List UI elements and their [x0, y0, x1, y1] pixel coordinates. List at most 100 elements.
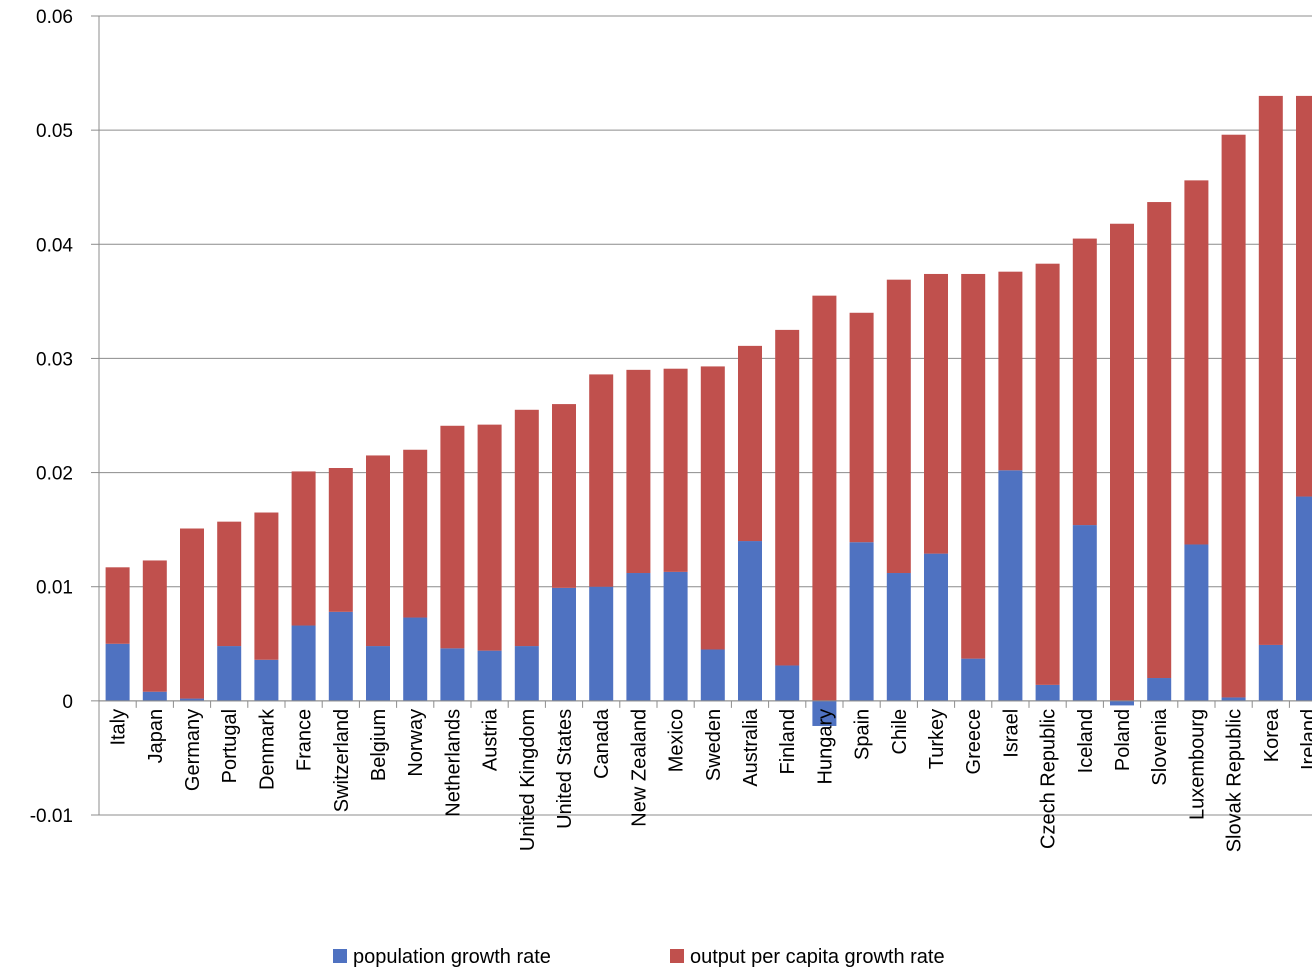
x-tick-label: Czech Republic [1038, 709, 1060, 849]
x-tick-label: Austria [480, 708, 502, 771]
x-tick-label: Poland [1112, 709, 1134, 771]
x-tick-label: Germany [182, 709, 204, 791]
x-tick-label: Israel [1000, 709, 1022, 758]
bar-output-per-capita [1072, 238, 1097, 526]
x-tick-label: Canada [591, 708, 613, 779]
bar-output-per-capita [142, 560, 167, 692]
x-tick-label: Spain [852, 709, 874, 760]
bar-population [105, 643, 130, 701]
bar-population [1110, 700, 1134, 706]
x-tick-label: Finland [777, 709, 799, 775]
bar-output-per-capita [700, 366, 725, 650]
x-tick-label: Belgium [368, 709, 390, 781]
bar-output-per-capita [812, 295, 837, 701]
x-tick-label: Turkey [926, 709, 948, 769]
bar-population [663, 571, 688, 701]
bar-output-per-capita [403, 449, 428, 618]
y-axis-tick-labels: -0.01 0 0.01 0.02 0.03 0.04 0.05 0.06 [30, 7, 74, 827]
bar-output-per-capita [961, 273, 986, 659]
x-tick-label: Netherlands [442, 709, 464, 817]
y-tick-label: 0 [62, 692, 73, 713]
bar-population [291, 625, 316, 701]
bar-population [180, 698, 204, 701]
bar-population [217, 646, 242, 701]
legend-swatch-population [333, 949, 347, 963]
x-tick-label: United States [554, 709, 576, 829]
y-tick-label: 0.03 [36, 349, 73, 370]
x-tick-label: Sweden [703, 709, 725, 781]
x-tick-label: Chile [889, 709, 911, 755]
bar-population [812, 700, 837, 726]
bar-output-per-capita [626, 369, 651, 574]
legend: population growth rate output per capita… [333, 946, 945, 968]
bar-output-per-capita [998, 271, 1023, 471]
y-tick-label: -0.01 [30, 806, 73, 827]
bar-population [924, 553, 948, 701]
x-tick-label: Italy [108, 709, 130, 746]
bar-output-per-capita [1221, 134, 1246, 698]
bar-output-per-capita [886, 279, 911, 574]
x-tick-label: Japan [145, 709, 167, 764]
bar-population [254, 659, 279, 701]
bar-population [514, 646, 539, 701]
bars [105, 95, 1312, 726]
x-tick-label: Slovak Republic [1224, 709, 1246, 852]
bar-population [589, 586, 614, 701]
axes [98, 16, 1312, 815]
x-tick-label: Slovenia [1149, 708, 1171, 786]
x-tick-label: Switzerland [331, 709, 353, 812]
bar-population [998, 470, 1023, 701]
legend-label-population: population growth rate [353, 946, 551, 968]
bar-output-per-capita [924, 273, 948, 554]
bar-output-per-capita [849, 312, 874, 543]
bar-output-per-capita [105, 567, 130, 644]
y-tick-label: 0.02 [36, 464, 73, 485]
bar-population [1221, 697, 1246, 701]
bar-output-per-capita [254, 512, 279, 660]
bar-population [700, 649, 725, 701]
bar-population [366, 646, 390, 701]
x-tick-label: Iceland [1075, 709, 1097, 774]
legend-label-output-per-capita: output per capita growth rate [690, 946, 945, 968]
bar-output-per-capita [366, 455, 390, 647]
bar-population [849, 542, 874, 701]
bar-population [142, 691, 167, 701]
bar-population [886, 573, 911, 701]
x-tick-label: Mexico [666, 709, 688, 772]
bar-population [440, 648, 465, 701]
y-tick-label: 0.05 [36, 121, 73, 142]
bar-population [626, 573, 651, 701]
bar-output-per-capita [589, 374, 614, 587]
x-tick-label: Greece [963, 709, 985, 775]
x-tick-label: Ireland [1298, 709, 1312, 770]
bar-output-per-capita [1035, 263, 1060, 685]
bar-output-per-capita [775, 329, 800, 666]
bar-output-per-capita [514, 409, 539, 647]
bar-population [1035, 684, 1060, 701]
bar-population [328, 611, 353, 701]
bar-output-per-capita [440, 425, 465, 649]
bar-output-per-capita [1296, 95, 1312, 497]
bar-output-per-capita [1184, 180, 1209, 545]
bar-population [1147, 678, 1172, 701]
bar-population [775, 665, 800, 701]
legend-swatch-output-per-capita [670, 949, 684, 963]
bar-output-per-capita [291, 471, 316, 626]
bar-population [961, 658, 986, 701]
bar-output-per-capita [477, 424, 502, 651]
bar-output-per-capita [217, 521, 242, 647]
x-tick-label: United Kingdom [517, 709, 539, 851]
bar-population [1184, 544, 1209, 701]
x-tick-label: Hungary [814, 709, 836, 785]
bar-population [477, 650, 502, 701]
bar-population [552, 587, 576, 701]
x-tick-label: Luxembourg [1186, 709, 1208, 820]
bar-output-per-capita [1258, 95, 1283, 645]
y-tick-label: 0.06 [36, 7, 73, 28]
bar-output-per-capita [552, 404, 576, 588]
bar-output-per-capita [1110, 223, 1134, 701]
bar-output-per-capita [1147, 202, 1172, 679]
bar-output-per-capita [328, 468, 353, 612]
x-tick-label: Portugal [219, 709, 241, 784]
